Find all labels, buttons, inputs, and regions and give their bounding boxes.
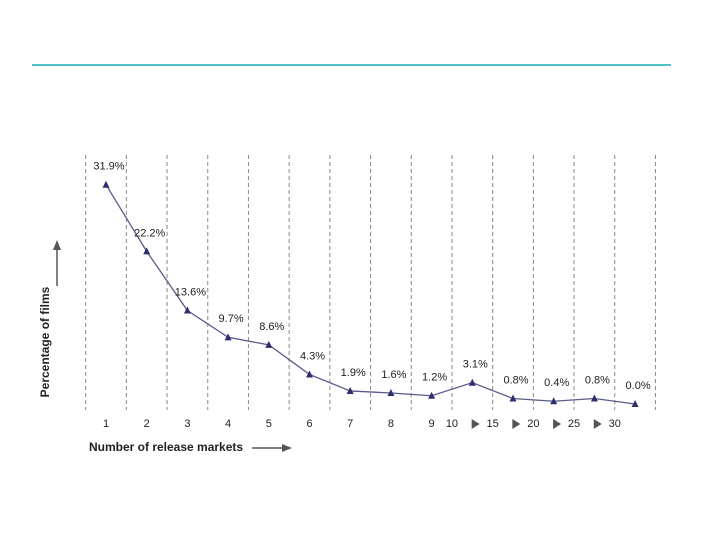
data-label: 0.8% (503, 374, 528, 386)
data-point (265, 340, 273, 348)
x-tick-label: 9 (429, 418, 435, 430)
y-axis-arrowhead (53, 240, 61, 250)
x-axis-arrowhead (282, 444, 292, 452)
x-boundary-label: 15 (487, 418, 499, 430)
data-label: 8.6% (259, 321, 284, 333)
data-label: 4.3% (300, 350, 325, 362)
data-label: 31.9% (93, 161, 124, 173)
x-tick-label: 8 (388, 418, 394, 430)
x-boundary-label: 30 (609, 418, 621, 430)
data-label: 1.6% (381, 369, 406, 381)
x-tick-label: 2 (144, 418, 150, 430)
data-point (509, 394, 517, 402)
data-point (102, 180, 110, 188)
range-arrow (553, 419, 562, 429)
data-point (387, 389, 395, 396)
data-label: 13.6% (175, 286, 206, 298)
x-tick-label: 6 (306, 418, 312, 430)
data-point (346, 386, 354, 394)
data-point (468, 378, 476, 386)
x-tick-label: 7 (347, 418, 353, 430)
data-label: 0.8% (585, 374, 610, 386)
x-boundary-label: 20 (527, 418, 539, 430)
data-point (224, 333, 232, 341)
data-point (428, 391, 436, 399)
data-label: 1.2% (422, 372, 447, 384)
series-line (105, 184, 636, 405)
data-point (550, 397, 558, 405)
range-arrow (471, 419, 480, 429)
x-tick-label: 4 (225, 418, 231, 430)
y-axis-title: Percentage of films (38, 286, 52, 397)
data-label: 3.1% (463, 359, 488, 371)
x-tick-label: 1 (103, 418, 109, 430)
data-label: 22.2% (134, 227, 165, 239)
data-label: 0.0% (626, 380, 651, 392)
data-point (590, 394, 598, 402)
data-point (631, 400, 639, 407)
x-boundary-label: 10 (446, 418, 458, 430)
data-label: 1.9% (341, 367, 366, 379)
range-arrow (593, 419, 602, 429)
x-boundary-label: 25 (568, 418, 580, 430)
x-tick-label: 5 (266, 418, 272, 430)
data-point (183, 306, 191, 314)
data-label: 9.7% (219, 313, 244, 325)
range-arrow (512, 419, 521, 429)
data-point (306, 370, 313, 378)
data-point (143, 247, 151, 255)
x-axis-title: Number of release markets (89, 440, 243, 454)
data-label: 0.4% (544, 377, 569, 389)
x-tick-label: 3 (184, 418, 190, 430)
